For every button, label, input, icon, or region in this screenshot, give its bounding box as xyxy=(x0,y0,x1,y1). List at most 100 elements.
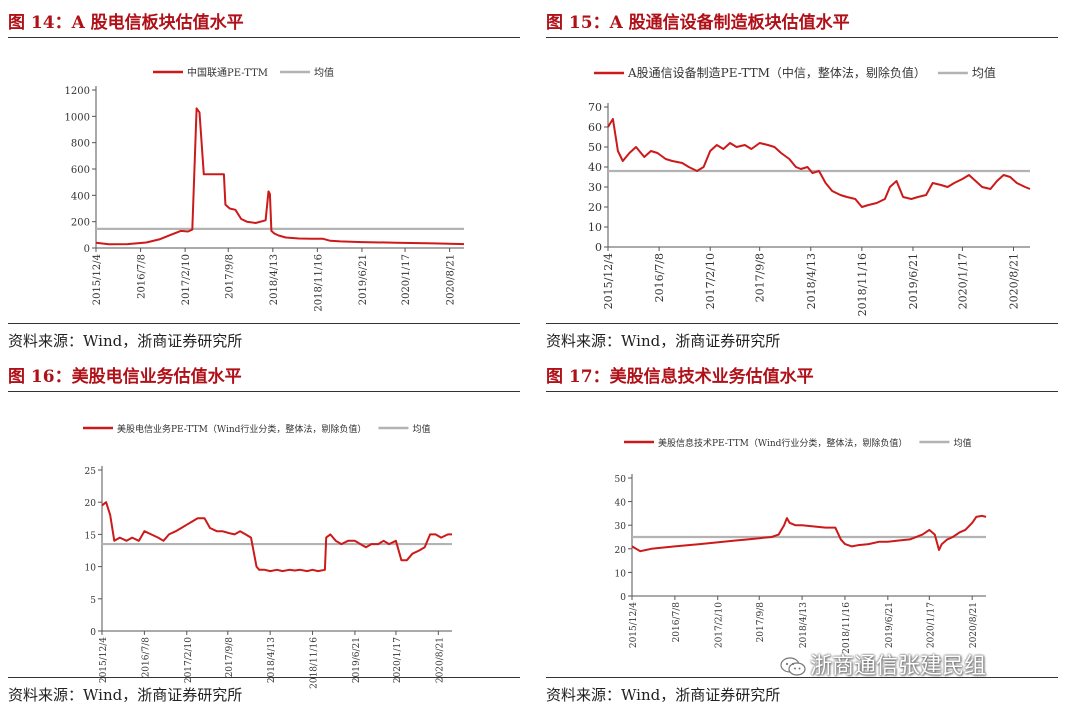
y-tick-label: 50 xyxy=(615,475,627,485)
panel-figure-16: 图 16：美股电信业务估值水平 美股电信业务PE-TTM（Wind行业分类，整体… xyxy=(8,354,526,708)
x-tick-label: 2015/12/4 xyxy=(629,602,639,648)
y-tick-label: 10 xyxy=(588,221,602,234)
x-tick-label: 2018/4/13 xyxy=(805,253,818,309)
source-rule xyxy=(8,323,520,324)
x-tick-label: 2017/2/10 xyxy=(715,602,725,648)
panel-figure-15: 图 15：A 股通信设备制造板块估值水平 A股通信设备制造PE-TTM（中信，整… xyxy=(546,0,1064,354)
watermark: 浙商通信张建民组 xyxy=(780,648,986,680)
legend-mean-label: 均值 xyxy=(953,437,971,449)
y-tick-label: 20 xyxy=(85,499,97,509)
x-tick-label: 2018/4/13 xyxy=(267,637,277,683)
chart-figure-17: 美股信息技术PE-TTM（Wind行业分类，整体法，剔除负值） 均值 0 10 20 30… xyxy=(615,437,987,654)
x-tick-label: 2018/11/16 xyxy=(310,637,320,689)
x-tick-label: 2019/6/21 xyxy=(358,254,369,305)
title-rule xyxy=(546,37,1058,38)
y-tick-label: 0 xyxy=(90,628,96,638)
x-tick-label: 2020/8/21 xyxy=(446,254,457,305)
source-note: 资料来源：Wind，浙商证券研究所 xyxy=(546,686,781,704)
figure-title: 图 16：美股电信业务估值水平 xyxy=(8,367,242,387)
legend-mean-label: 均值 xyxy=(412,423,430,435)
series-line xyxy=(95,107,465,246)
x-tick-label: 2020/8/21 xyxy=(1008,253,1021,309)
legend: 美股电信业务PE-TTM（Wind行业分类，整体法，剔除负值） 均值 xyxy=(83,423,430,435)
legend-series-label: 美股信息技术PE-TTM（Wind行业分类，整体法，剔除负值） xyxy=(658,437,907,449)
series-line xyxy=(631,514,987,553)
wechat-icon xyxy=(780,657,806,676)
x-tick-label: 2020/8/21 xyxy=(969,602,979,648)
y-tick-label: 50 xyxy=(588,141,602,154)
figure-title: 图 14：A 股电信板块估值水平 xyxy=(8,13,244,33)
chart-figure-15: A股通信设备制造PE-TTM（中信，整体法，剔除负值） 均值 0 10 20 30 40 50… xyxy=(588,65,1031,316)
x-tick-label: 2020/8/21 xyxy=(435,637,445,683)
figure-title: 图 15：A 股通信设备制造板块估值水平 xyxy=(546,13,850,33)
legend-series-label: 美股电信业务PE-TTM（Wind行业分类，整体法，剔除负值） xyxy=(117,423,366,435)
x-tick-label: 2017/9/8 xyxy=(756,602,766,643)
x-tick-label: 2017/2/10 xyxy=(184,637,194,683)
figure-title: 图 17：美股信息技术业务估值水平 xyxy=(546,367,814,387)
y-tick-label: 30 xyxy=(588,181,602,194)
x-tick-label: 2016/7/8 xyxy=(141,637,151,678)
x-tick-label: 2018/11/16 xyxy=(842,602,852,654)
x-tick-label: 2017/2/10 xyxy=(181,254,192,305)
x-tick-label: 2020/1/17 xyxy=(926,602,936,648)
source-rule xyxy=(546,677,1058,678)
y-tick-label: 600 xyxy=(71,165,90,176)
title-rule xyxy=(546,391,1058,392)
y-tick-label: 40 xyxy=(588,161,602,174)
legend: 美股信息技术PE-TTM（Wind行业分类，整体法，剔除负值） 均值 xyxy=(624,437,971,449)
x-tick-label: 2017/9/8 xyxy=(224,254,235,299)
x-tick-label: 2016/7/8 xyxy=(137,254,148,299)
y-tick-label: 20 xyxy=(588,201,602,214)
series-line xyxy=(607,118,1031,208)
x-tick-label: 2018/4/13 xyxy=(799,602,809,648)
y-tick-label: 30 xyxy=(615,522,627,532)
x-tick-label: 2017/9/8 xyxy=(225,637,235,678)
watermark-text: 浙商通信张建民组 xyxy=(810,654,987,679)
y-tick-label: 1200 xyxy=(65,86,90,97)
source-note: 资料来源：Wind，浙商证券研究所 xyxy=(546,332,781,350)
source-note: 资料来源：Wind，浙商证券研究所 xyxy=(8,686,243,704)
y-tick-label: 0 xyxy=(595,241,602,254)
legend: 中国联通PE-TTM 均值 xyxy=(153,66,334,79)
source-rule xyxy=(8,677,520,678)
y-tick-label: 10 xyxy=(85,564,97,574)
legend: A股通信设备制造PE-TTM（中信，整体法，剔除负值） 均值 xyxy=(594,65,996,80)
y-tick-label: 0 xyxy=(84,244,90,255)
x-tick-label: 2015/12/4 xyxy=(602,253,615,309)
y-tick-label: 60 xyxy=(588,121,602,134)
chart-figure-14: 中国联通PE-TTM 均值 0 200 400 600 800 1000 1200 2015/12… xyxy=(65,66,465,312)
x-tick-label: 2019/6/21 xyxy=(352,637,362,683)
source-note: 资料来源：Wind，浙商证券研究所 xyxy=(8,332,243,350)
x-tick-label: 2018/11/16 xyxy=(313,254,324,312)
legend-series-label: 中国联通PE-TTM xyxy=(187,66,268,79)
x-tick-label: 2020/1/17 xyxy=(393,637,403,683)
y-tick-label: 70 xyxy=(588,101,602,114)
y-tick-label: 20 xyxy=(615,546,627,556)
x-tick-label: 2015/12/4 xyxy=(92,254,103,305)
x-tick-label: 2020/1/17 xyxy=(401,254,412,305)
legend-mean-label: 均值 xyxy=(314,66,334,79)
x-tick-label: 2016/7/8 xyxy=(672,602,682,643)
y-tick-label: 10 xyxy=(615,569,627,579)
x-tick-label: 2020/1/17 xyxy=(956,253,969,309)
x-tick-label: 2019/6/21 xyxy=(907,253,920,309)
y-tick-label: 0 xyxy=(620,593,626,603)
title-rule xyxy=(8,391,520,392)
x-tick-label: 2019/6/21 xyxy=(885,602,895,648)
x-tick-label: 2017/9/8 xyxy=(754,253,767,302)
y-tick-label: 800 xyxy=(71,139,90,150)
panel-figure-17: 图 17：美股信息技术业务估值水平 美股信息技术PE-TTM（Wind行业分类，… xyxy=(546,354,1064,708)
x-tick-label: 2017/2/10 xyxy=(704,253,717,309)
y-tick-label: 40 xyxy=(615,499,627,509)
y-tick-label: 1000 xyxy=(65,112,90,123)
y-tick-label: 5 xyxy=(90,596,96,606)
y-tick-label: 15 xyxy=(85,531,97,541)
y-tick-label: 25 xyxy=(85,467,97,477)
legend-series-label: A股通信设备制造PE-TTM（中信，整体法，剔除负值） xyxy=(627,65,926,80)
panel-figure-14: 图 14：A 股电信板块估值水平 中国联通PE-TTM 均值 0 200 400 600 8… xyxy=(8,0,526,354)
y-tick-label: 400 xyxy=(71,191,90,202)
series-line xyxy=(101,501,452,573)
title-rule xyxy=(8,37,520,38)
x-tick-label: 2015/12/4 xyxy=(99,637,109,683)
y-tick-label: 200 xyxy=(71,218,90,229)
